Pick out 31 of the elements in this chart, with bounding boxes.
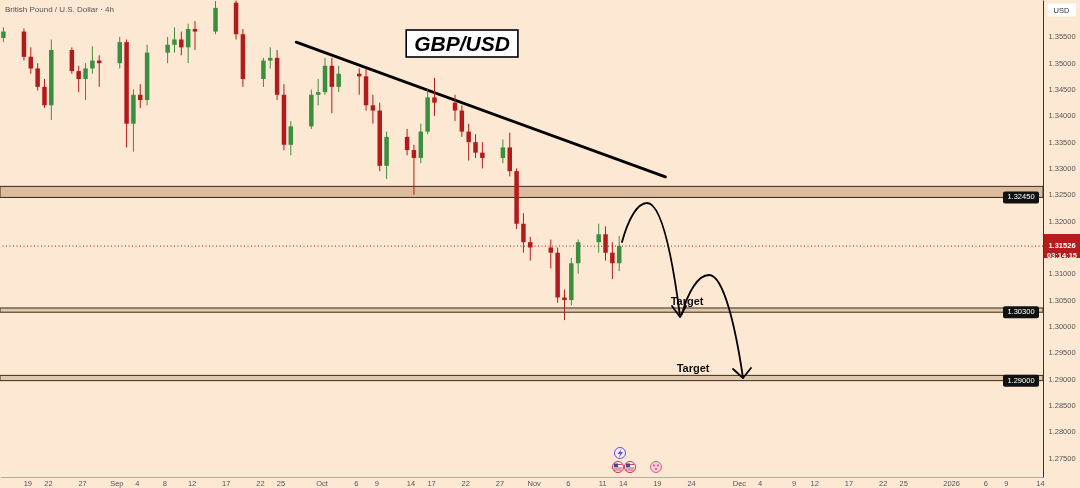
candlestick xyxy=(480,141,485,169)
candlestick xyxy=(83,62,88,101)
candlestick xyxy=(76,65,81,93)
candlestick xyxy=(562,289,567,321)
candlestick xyxy=(315,78,321,106)
annotation: Target xyxy=(676,362,710,375)
text: British Pound / U.S. Dollar · 4h xyxy=(5,5,114,14)
candlestick xyxy=(528,236,533,262)
candlestick xyxy=(179,31,184,56)
annotation: GBP/USD xyxy=(414,32,510,55)
candlestick xyxy=(117,36,122,69)
candlestick xyxy=(336,65,341,93)
candlestick xyxy=(261,57,266,88)
candlestick xyxy=(507,132,512,177)
candlestick xyxy=(370,94,376,125)
candlestick xyxy=(466,123,471,162)
candlestick xyxy=(268,46,273,69)
candlestick xyxy=(90,45,95,75)
candlestick xyxy=(288,120,294,156)
candlestick xyxy=(138,83,143,109)
candlestick xyxy=(610,241,615,280)
candlestick xyxy=(596,223,601,254)
candlestick xyxy=(213,0,218,35)
candlestick xyxy=(165,36,170,64)
candlestick xyxy=(192,20,198,51)
candlestick xyxy=(42,78,47,109)
candlestick xyxy=(35,62,40,92)
candlestick xyxy=(432,77,437,117)
candlestick xyxy=(172,26,177,54)
candlestick xyxy=(473,133,478,159)
candlestick xyxy=(500,139,506,164)
